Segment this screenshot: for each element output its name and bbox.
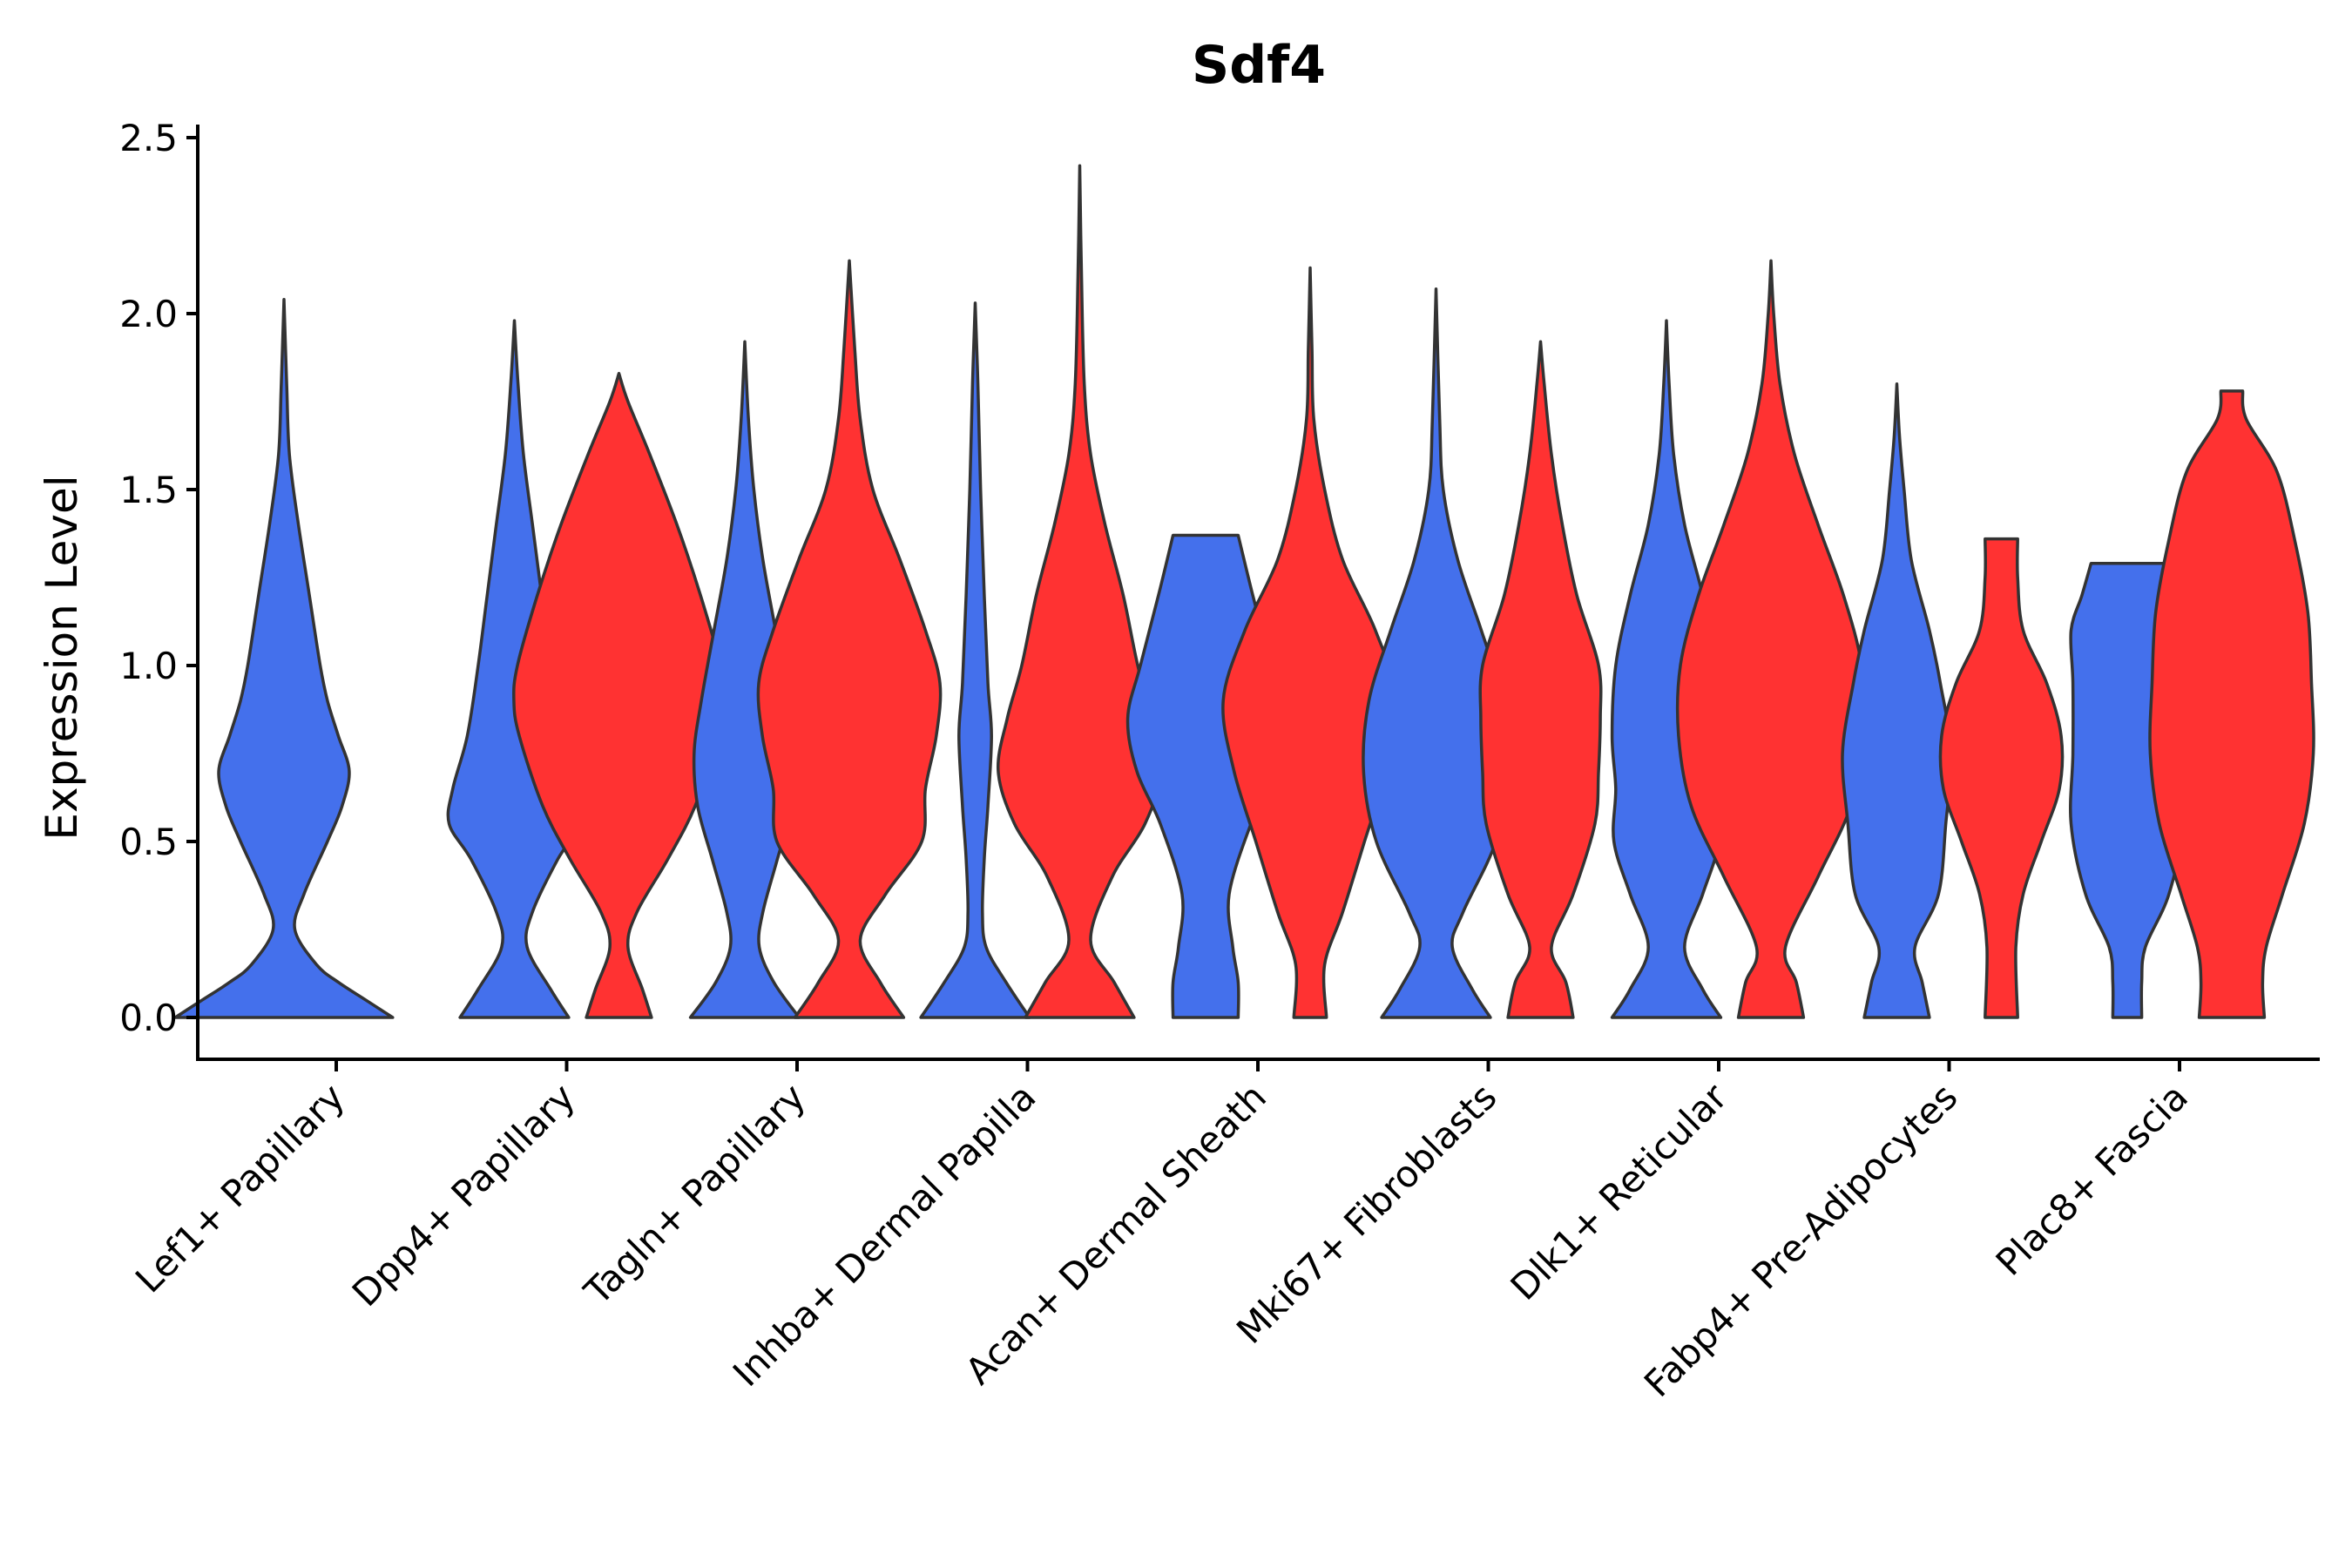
violin-red [2148,389,2315,1019]
y-tick-label: 2.0 [119,293,178,335]
violin-red [1221,266,1399,1019]
violin-red [1675,259,1867,1019]
y-axis-label: Expression Level [37,475,87,840]
y-tick-label: 1.0 [119,645,178,687]
violin-red [997,164,1163,1019]
violin-red [1938,537,2065,1019]
violin-group [173,164,2315,1019]
violin-red [1478,340,1603,1019]
x-tick-label: Tagln+ Papillary [576,1075,814,1313]
y-tick-label: 2.5 [119,117,178,159]
x-tick-label: Plac8+ Fascia [1988,1075,2196,1283]
violin-blue [173,298,395,1019]
x-tick-label: Dpp4+ Papillary [344,1075,584,1315]
x-tick-label: Lef1+ Papillary [127,1075,353,1301]
violin-red [511,371,727,1019]
y-tick-label: 0.0 [119,997,178,1039]
x-tick-label: Dlk1+ Reticular [1503,1075,1736,1308]
y-tick-label: 1.5 [119,469,178,511]
violin-blue [919,301,1031,1019]
y-axis-ticks: 0.0 0.5 1.0 1.5 2.0 2.5 [119,117,198,1039]
x-tick-label: Mki67+ Fibroblasts [1228,1075,1504,1351]
y-tick-label: 0.5 [119,821,178,863]
violin-red [756,259,943,1019]
chart-title: Sdf4 [1192,35,1326,96]
violin-blue [1841,382,1953,1019]
